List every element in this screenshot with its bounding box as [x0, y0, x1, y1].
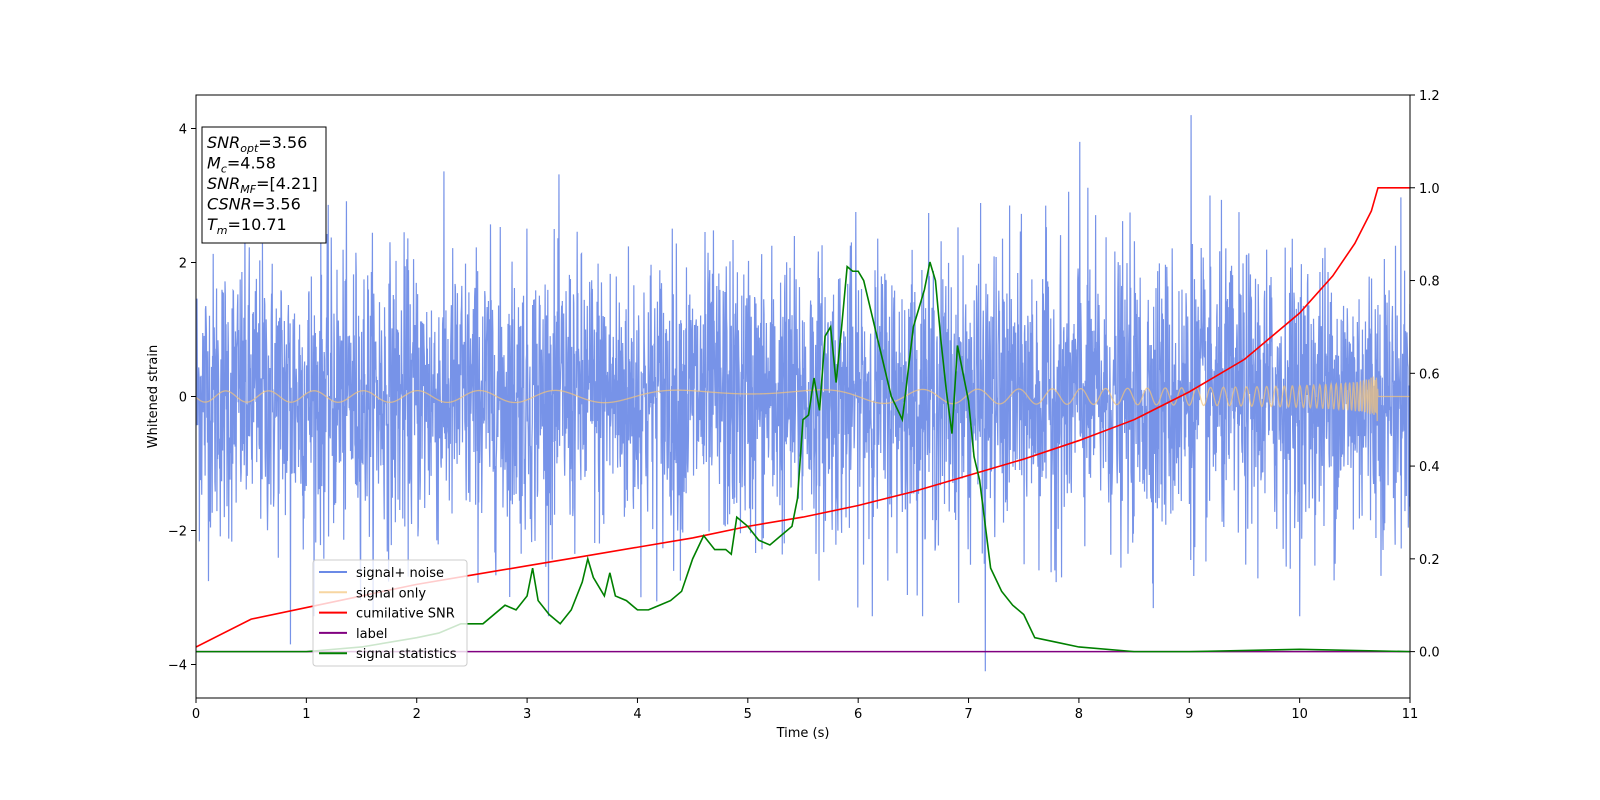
legend-label-1: signal only — [356, 586, 426, 601]
axes: 0 1 2 3 4 5 6 7 8 9 10 11 −4 −2 0 2 4 0.0 0.2 0.4 0.6 0.8 1.0 1… — [146, 89, 1440, 741]
annotation-value-2: =[4.21] — [256, 174, 318, 193]
annotation-sub-1: c — [221, 163, 227, 176]
x-tick-label-6: 6 — [854, 707, 862, 722]
x-tick-label-8: 8 — [1075, 707, 1083, 722]
series-4-signal-statistics-line — [196, 261, 1410, 653]
annotation-line-1: Mc=4.58 — [207, 154, 276, 176]
annotation-line-4: Tm=10.71 — [207, 215, 287, 237]
x-tick-label-11: 11 — [1402, 707, 1419, 722]
y-right-tick-label-6: 1.2 — [1419, 89, 1440, 104]
x-axis-label: Time (s) — [776, 726, 830, 741]
annotation-line-2: SNRMF=[4.21] — [207, 174, 318, 196]
x-tick-label-7: 7 — [964, 707, 972, 722]
x-tick-label-3: 3 — [523, 707, 531, 722]
series-1-signal-only-line — [196, 376, 1410, 422]
annotation-var-1: M — [207, 154, 221, 173]
y-right-tick-label-3: 0.6 — [1419, 367, 1440, 382]
annotation-var-3: CSNR — [207, 195, 252, 214]
x-tick-label-2: 2 — [413, 707, 421, 722]
legend: signal+ noise signal only cumilative SNR la… — [312, 559, 468, 667]
annotation-line-3: CSNR=3.56 — [207, 195, 301, 214]
annotation-value-0: =3.56 — [258, 133, 307, 152]
annotation-value-1: =4.58 — [227, 154, 276, 173]
annotation-sub-0: opt — [240, 142, 259, 155]
annotation-var-2: SNR — [207, 174, 240, 193]
annotation-box: SNRopt=3.56Mc=4.58SNRMF=[4.21]CSNR=3.56T… — [201, 126, 327, 244]
series-0-signal-noise-line — [196, 115, 1410, 672]
y-right-tick-label-4: 0.8 — [1419, 275, 1440, 290]
legend-frame — [312, 559, 468, 667]
x-tick-label-4: 4 — [633, 707, 641, 722]
x-tick-label-10: 10 — [1291, 707, 1308, 722]
x-tick-label-5: 5 — [744, 707, 752, 722]
annotation-value-4: =10.71 — [228, 215, 287, 234]
annotation-sub-2: MF — [240, 183, 256, 196]
annotation-var-4: T — [207, 215, 218, 234]
y-right-tick-label-1: 0.2 — [1419, 553, 1440, 568]
y-right-tick-label-5: 1.0 — [1419, 182, 1440, 197]
annotation-frame — [201, 126, 327, 244]
legend-label-0: signal+ noise — [356, 566, 444, 581]
legend-label-2: cumilative SNR — [356, 607, 455, 622]
x-tick-label-9: 9 — [1185, 707, 1193, 722]
legend-label-4: signal statistics — [356, 647, 457, 662]
y-left-tick-label-3: 2 — [179, 257, 187, 272]
legend-label-3: label — [356, 627, 387, 642]
y-right-tick-label-0: 0.0 — [1419, 646, 1440, 661]
y-left-tick-label-4: 4 — [179, 123, 187, 138]
x-tick-label-1: 1 — [302, 707, 310, 722]
annotation-sub-4: m — [217, 224, 228, 237]
y-left-tick-label-0: −4 — [168, 659, 187, 674]
y-left-tick-label-1: −2 — [168, 525, 187, 540]
annotation-value-3: =3.56 — [252, 195, 301, 214]
annotation-var-0: SNR — [207, 133, 240, 152]
y-left-tick-label-2: 0 — [179, 391, 187, 406]
y-axis-label: Whitened strain — [146, 345, 161, 448]
annotation-line-0: SNRopt=3.56 — [207, 133, 307, 155]
y-right-tick-label-2: 0.4 — [1419, 460, 1440, 475]
x-tick-label-0: 0 — [192, 707, 200, 722]
